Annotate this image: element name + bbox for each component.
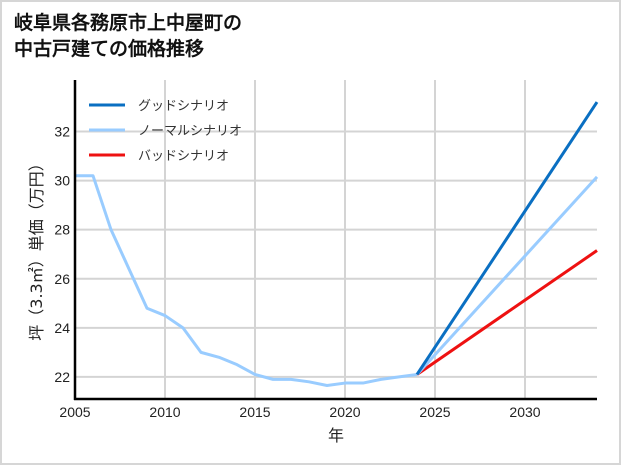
historical-line — [75, 174, 418, 388]
y-tick-label: 30 — [54, 173, 70, 189]
chart-title: 岐阜県各務原市上中屋町の 中古戸建ての価格推移 — [14, 10, 242, 62]
x-tick-label: 2020 — [329, 404, 360, 420]
x-tick-labels: 2005 2010 2015 2020 2025 2030 — [59, 404, 540, 420]
y-tick-label: 32 — [54, 124, 70, 140]
chart-title-line-2: 中古戸建ての価格推移 — [14, 38, 205, 60]
chart-title-line-1: 岐阜県各務原市上中屋町の — [14, 12, 243, 34]
data-lines — [75, 101, 599, 388]
scenario-line-2 — [416, 249, 598, 376]
y-tick-label: 28 — [54, 222, 70, 238]
legend-label: バッドシナリオ — [138, 149, 229, 164]
x-tick-label: 2015 — [239, 404, 270, 420]
legend-label: グッドシナリオ — [138, 99, 229, 114]
y-axis-label: 坪（3.3㎡）単価（万円） — [27, 155, 46, 340]
x-tick-label: 2030 — [509, 404, 540, 420]
y-tick-label: 22 — [54, 369, 70, 385]
legend-label: ノーマルシナリオ — [138, 124, 242, 139]
x-tick-label: 2010 — [149, 404, 180, 420]
x-tick-label: 2005 — [59, 404, 90, 420]
x-tick-label: 2025 — [419, 404, 450, 420]
x-axis-label: 年 — [328, 426, 344, 445]
y-tick-label: 26 — [54, 271, 70, 287]
y-tick-labels: 22 24 26 28 30 32 — [54, 124, 70, 385]
axes — [73, 80, 597, 401]
scenario-line-1 — [415, 175, 599, 376]
scenario-line-0 — [415, 101, 599, 376]
y-tick-label: 24 — [54, 320, 70, 336]
